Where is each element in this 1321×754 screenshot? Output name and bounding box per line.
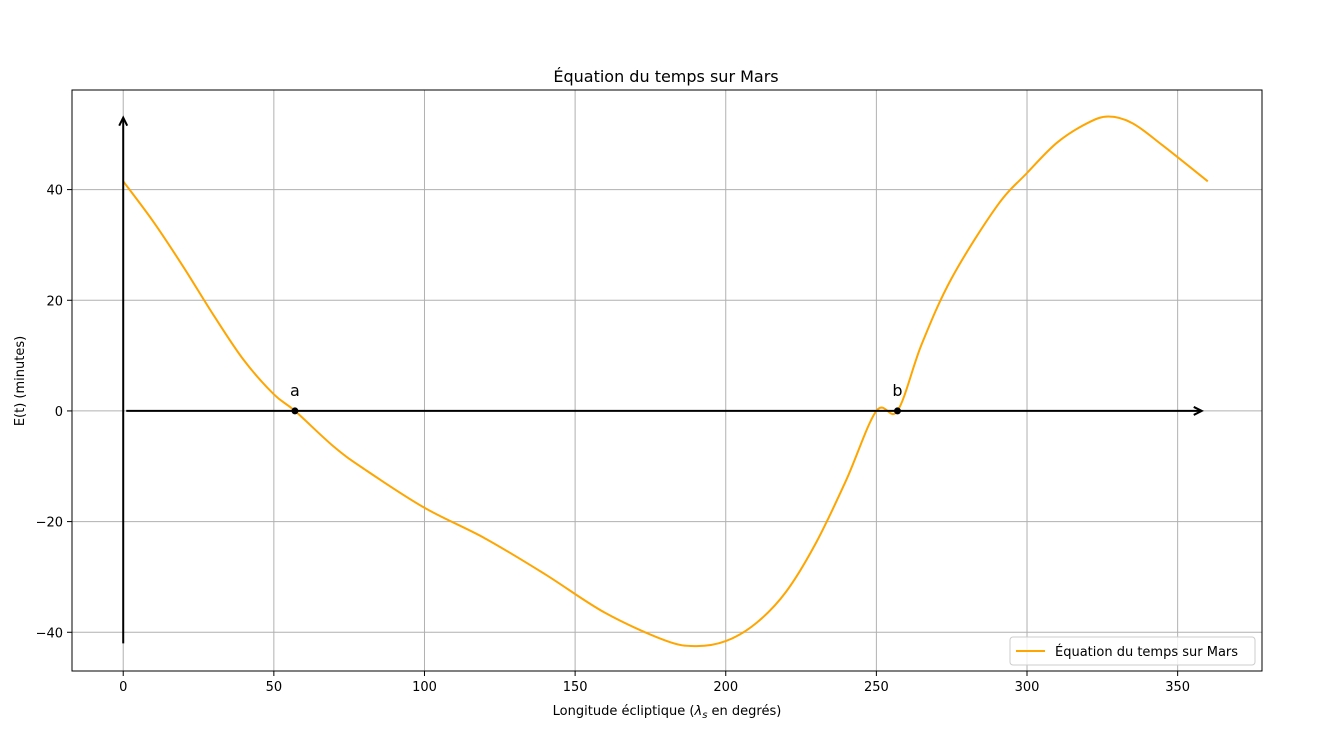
chart-title: Équation du temps sur Mars xyxy=(553,67,778,86)
x-tick-label: 300 xyxy=(1015,680,1040,695)
x-axis-label-prefix: Longitude écliptique ( xyxy=(553,704,695,719)
x-tick-label: 250 xyxy=(864,680,889,695)
vertical-arrow-head xyxy=(118,115,129,127)
plot-frame xyxy=(71,89,1263,672)
x-tick-label: 100 xyxy=(412,680,437,695)
x-axis-label-subscript: s xyxy=(702,710,707,721)
arrow-layer xyxy=(118,115,1204,644)
tick-layer: 0 50 100 150 200 250 300 350 −40 −20 0 20 40 xyxy=(36,184,1190,695)
x-axis-label: Longitude écliptique (λs en degrés) xyxy=(553,704,782,721)
series-layer xyxy=(122,115,1209,648)
x-tick-label: 0 xyxy=(119,680,127,695)
point-b-marker xyxy=(893,407,901,415)
x-axis-label-symbol: λ xyxy=(694,704,703,719)
legend-box xyxy=(1009,636,1256,666)
grid-layer xyxy=(72,90,1262,671)
y-tick-label: 0 xyxy=(55,405,63,420)
y-tick-label: −40 xyxy=(36,626,63,641)
x-axis-label-suffix: en degrés) xyxy=(707,704,781,719)
x-tick-label: 50 xyxy=(266,680,283,695)
y-tick-label: 40 xyxy=(46,184,63,199)
y-tick-label: 20 xyxy=(46,294,63,309)
x-tick-label: 200 xyxy=(713,680,738,695)
point-b-label: b xyxy=(892,381,902,400)
legend: Équation du temps sur Mars xyxy=(1009,636,1256,666)
x-tick-label: 150 xyxy=(563,680,588,695)
y-tick-label: −20 xyxy=(36,516,63,531)
series-line xyxy=(122,115,1209,648)
legend-label: Équation du temps sur Mars xyxy=(1055,644,1238,660)
x-tick-label: 350 xyxy=(1165,680,1190,695)
y-axis-label: E(t) (minutes) xyxy=(13,336,28,426)
point-a-marker xyxy=(291,407,299,415)
horizontal-arrow-head xyxy=(1193,406,1204,416)
point-a-label: a xyxy=(290,381,300,400)
